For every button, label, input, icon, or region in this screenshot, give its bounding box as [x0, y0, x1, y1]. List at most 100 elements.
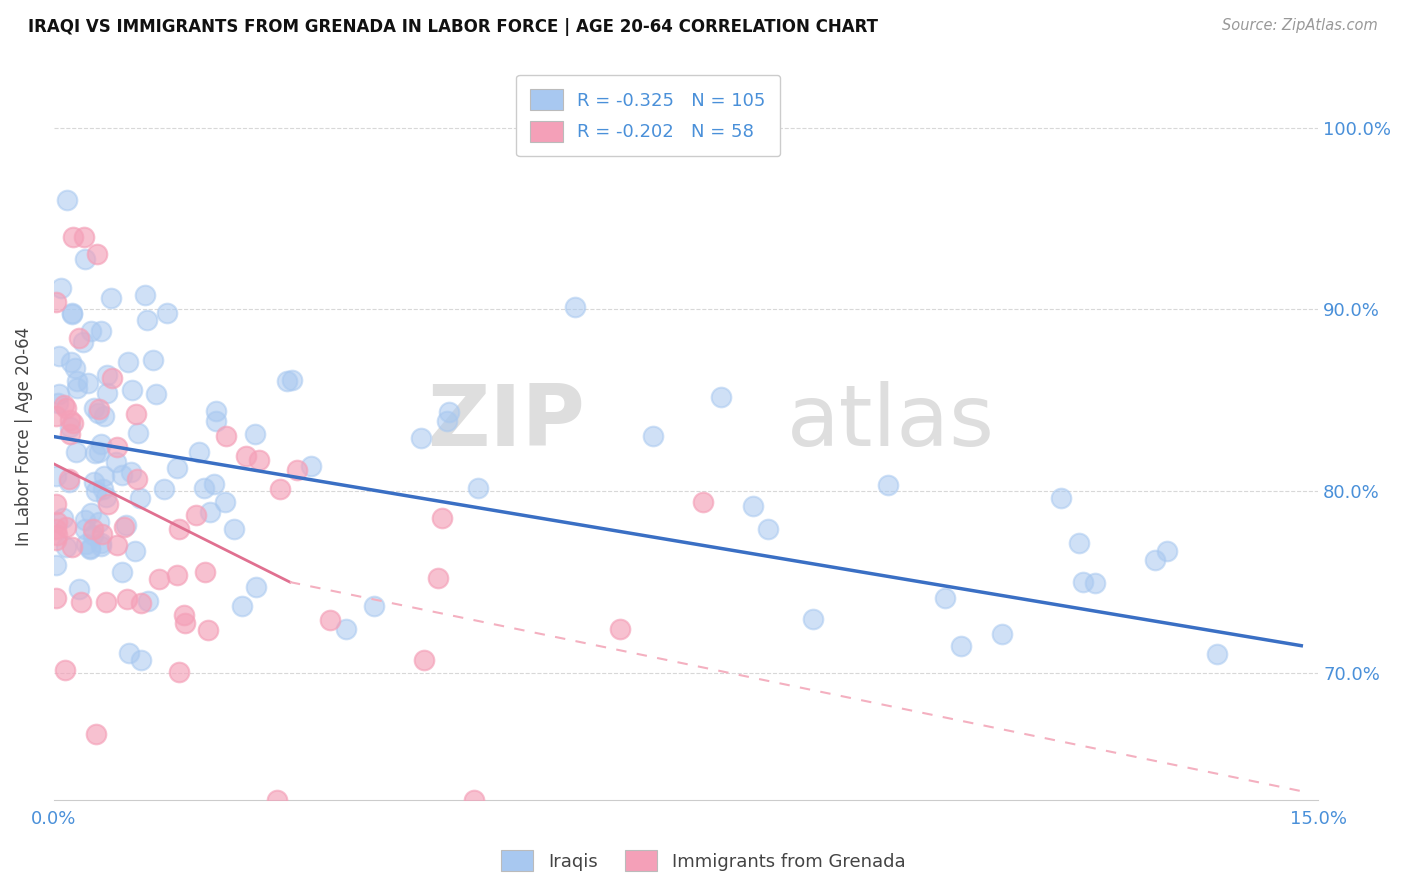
Point [62, 307, 84, 321]
Point [55, 541, 77, 555]
Point [59, 426, 82, 441]
Text: ZIP: ZIP [427, 381, 585, 464]
Point [80, 507, 103, 521]
Point [184, 508, 207, 523]
Point [70, 595, 93, 609]
Point [84, 727, 107, 741]
Point [97, 497, 120, 511]
Point [193, 481, 215, 495]
Point [194, 565, 217, 579]
Point [148, 572, 170, 586]
Point [204, 404, 226, 418]
Point [1083, 575, 1105, 590]
Point [463, 793, 485, 807]
Point [111, 468, 134, 483]
Point [1144, 552, 1167, 566]
Point [136, 313, 159, 327]
Point [197, 624, 219, 638]
Point [80, 324, 103, 338]
Point [118, 646, 141, 660]
Point [48, 396, 70, 410]
Point [1156, 543, 1178, 558]
Point [224, 522, 246, 536]
Point [60, 306, 83, 320]
Point [55, 401, 77, 415]
Point [100, 291, 122, 305]
Point [169, 522, 191, 536]
Point [59, 413, 82, 427]
Point [105, 537, 128, 551]
Point [49, 281, 72, 295]
Point [281, 373, 304, 387]
Point [117, 355, 139, 369]
Point [44, 533, 66, 548]
Point [245, 580, 267, 594]
Point [231, 599, 253, 613]
Point [52, 511, 75, 525]
Point [266, 793, 288, 807]
Point [46, 515, 69, 529]
Point [90, 527, 112, 541]
Point [44, 469, 66, 483]
Point [104, 455, 127, 469]
Point [436, 414, 458, 428]
Point [67, 331, 90, 345]
Point [269, 482, 291, 496]
Point [44, 409, 66, 423]
Point [86, 406, 108, 420]
Point [66, 381, 89, 395]
Point [127, 425, 149, 440]
Point [84, 446, 107, 460]
Point [198, 505, 221, 519]
Point [96, 368, 118, 383]
Point [86, 483, 108, 498]
Point [60, 355, 83, 369]
Point [90, 535, 112, 549]
Point [124, 544, 146, 558]
Point [145, 386, 167, 401]
Point [79, 541, 101, 556]
Point [59, 420, 82, 434]
Point [60, 541, 83, 555]
Point [93, 482, 115, 496]
Point [125, 407, 148, 421]
Legend: Iraqis, Immigrants from Grenada: Iraqis, Immigrants from Grenada [494, 843, 912, 879]
Point [94, 491, 117, 505]
Point [214, 494, 236, 508]
Point [335, 623, 357, 637]
Point [55, 520, 77, 534]
Point [141, 353, 163, 368]
Point [93, 409, 115, 424]
Point [53, 398, 76, 412]
Point [114, 520, 136, 534]
Point [125, 472, 148, 486]
Point [285, 463, 308, 477]
Point [409, 432, 432, 446]
Point [202, 477, 225, 491]
Point [235, 449, 257, 463]
Point [115, 518, 138, 533]
Point [299, 459, 322, 474]
Point [79, 541, 101, 555]
Point [73, 513, 96, 527]
Point [89, 444, 111, 458]
Point [83, 475, 105, 489]
Point [173, 608, 195, 623]
Point [129, 653, 152, 667]
Point [467, 482, 489, 496]
Point [87, 515, 110, 529]
Point [205, 414, 228, 428]
Point [44, 591, 66, 606]
Point [100, 371, 122, 385]
Point [1067, 536, 1090, 550]
Legend: R = -0.325   N = 105, R = -0.202   N = 58: R = -0.325 N = 105, R = -0.202 N = 58 [516, 75, 780, 156]
Point [276, 374, 298, 388]
Point [82, 522, 104, 536]
Point [58, 472, 80, 486]
Point [166, 461, 188, 475]
Point [48, 349, 70, 363]
Point [89, 437, 111, 451]
Point [58, 475, 80, 489]
Point [167, 665, 190, 680]
Point [82, 528, 104, 542]
